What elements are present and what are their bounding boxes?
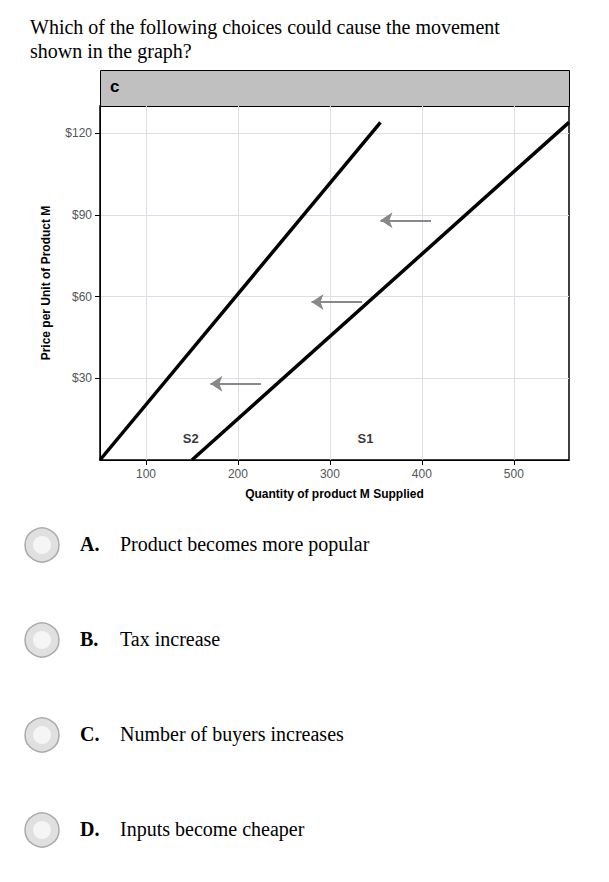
svg-text:shown in the graph?: shown in the graph? <box>30 40 192 63</box>
svg-text:Which of the following choices: Which of the following choices could cau… <box>30 16 505 39</box>
svg-text:$120: $120 <box>65 126 92 140</box>
svg-text:200: 200 <box>228 467 248 481</box>
svg-text:300: 300 <box>320 467 340 481</box>
svg-text:100: 100 <box>136 467 156 481</box>
svg-text:S1: S1 <box>357 431 373 446</box>
svg-text:D.: D. <box>80 818 99 840</box>
svg-text:Quantity of product M Supplied: Quantity of product M Supplied <box>245 487 424 501</box>
svg-text:$30: $30 <box>72 371 92 385</box>
svg-text:c: c <box>110 77 119 96</box>
svg-text:Number of buyers increases: Number of buyers increases <box>120 723 344 746</box>
svg-text:B.: B. <box>80 628 98 650</box>
svg-text:Price per Unit of Product M: Price per Unit of Product M <box>39 206 53 361</box>
svg-text:Product becomes more popular: Product becomes more popular <box>120 533 370 556</box>
svg-text:Tax increase: Tax increase <box>120 628 220 650</box>
svg-text:$90: $90 <box>72 208 92 222</box>
svg-text:A.: A. <box>80 533 99 555</box>
svg-text:$60: $60 <box>72 290 92 304</box>
svg-text:C.: C. <box>80 723 99 745</box>
svg-text:500: 500 <box>504 467 524 481</box>
svg-text:400: 400 <box>412 467 432 481</box>
svg-text:S2: S2 <box>183 431 199 446</box>
svg-text:Inputs become cheaper: Inputs become cheaper <box>120 818 305 841</box>
